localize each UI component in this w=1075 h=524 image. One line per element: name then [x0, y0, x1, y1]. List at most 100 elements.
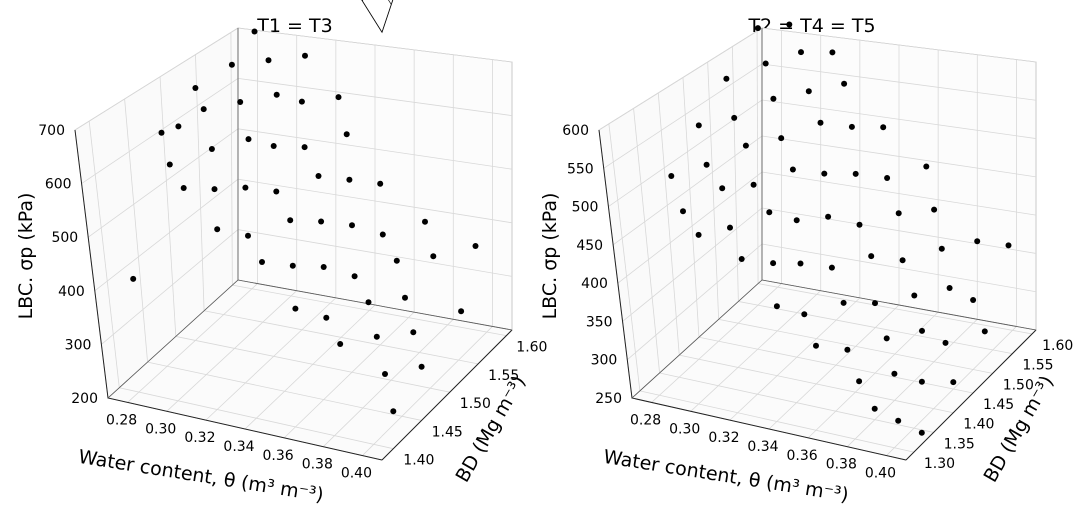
side-gridline-z	[682, 77, 700, 338]
data-point	[1005, 242, 1012, 249]
data-point	[270, 143, 277, 149]
floor-gridline-x	[244, 304, 376, 430]
panel-right: T2 = T4 = T5 0.280.300.320.340.360.380.4…	[539, 15, 1073, 506]
z-tick-label: 1.30	[924, 456, 955, 472]
data-point	[727, 224, 733, 231]
data-point	[817, 119, 824, 126]
data-point	[899, 257, 906, 264]
data-point	[841, 80, 848, 87]
data-point	[938, 245, 945, 252]
side-gridline-z	[731, 46, 739, 302]
floor-gridline-x	[690, 290, 821, 412]
data-point	[346, 176, 353, 183]
data-point	[410, 329, 417, 336]
data-point	[289, 262, 296, 269]
data-point	[228, 61, 235, 68]
z-tick-label: 1.40	[403, 453, 434, 469]
data-point	[848, 123, 855, 130]
data-point	[668, 173, 675, 179]
data-point	[872, 300, 878, 307]
data-point	[175, 123, 182, 130]
z-tick-label: 1.60	[1042, 338, 1073, 354]
data-point	[315, 173, 322, 179]
floor-gridline-x	[886, 326, 1017, 456]
floor-gridline-x	[651, 283, 782, 403]
x-tick-label: 0.32	[184, 430, 215, 446]
x-tick-label: 0.38	[826, 457, 857, 473]
floor-gridline-z	[232, 284, 507, 337]
data-point	[895, 417, 902, 424]
floor-gridline-z	[738, 301, 1013, 355]
x-tick-label: 0.40	[341, 466, 372, 482]
data-point	[852, 170, 859, 177]
panel-left: T1 = T3 0.28 0.30 0.32 0.34 0.36 0.38 0.40 1.40…	[15, 0, 547, 506]
data-point	[974, 238, 981, 245]
y-tick-label: 500	[51, 230, 78, 246]
data-point	[856, 378, 863, 385]
data-point	[805, 88, 812, 95]
data-point	[770, 260, 777, 267]
data-point	[970, 297, 977, 303]
data-point	[773, 303, 780, 310]
data-point	[259, 259, 265, 265]
side-gridline-z	[230, 32, 233, 286]
z-tick-label: 1.55	[1022, 358, 1053, 374]
floor-gridline-x	[847, 319, 978, 447]
z-tick-label: 1.55	[488, 368, 519, 384]
data-point	[301, 144, 308, 151]
z-tick-label: 1.45	[432, 424, 463, 440]
y-tick-label: 300	[65, 337, 92, 353]
data-point	[292, 305, 299, 312]
data-point	[871, 405, 878, 412]
axis-line	[381, 329, 513, 461]
data-point	[856, 221, 863, 228]
x-tick-label: 0.40	[865, 466, 896, 482]
x-tick-label: 0.30	[669, 421, 700, 437]
data-point	[298, 98, 305, 105]
data-point	[798, 49, 804, 56]
data-point	[393, 257, 400, 264]
z-tick-label: 1.45	[983, 397, 1014, 413]
surface-wire	[388, 0, 392, 5]
data-point	[829, 49, 836, 56]
data-point	[418, 363, 425, 370]
x-tick-label: 0.36	[263, 448, 294, 464]
y-tick-label: 600	[45, 177, 72, 193]
data-point	[766, 209, 773, 216]
data-point	[379, 231, 386, 238]
y-tick-label: 450	[576, 238, 603, 254]
data-point	[742, 142, 749, 149]
data-point	[911, 292, 918, 299]
floor-gridline-x	[283, 311, 415, 439]
y-tick-label: 700	[38, 123, 65, 139]
data-point	[797, 260, 804, 267]
chart-title: T1 = T3	[256, 15, 332, 37]
data-point	[680, 208, 686, 215]
data-point	[337, 341, 344, 347]
data-point	[245, 232, 251, 239]
data-point	[273, 188, 280, 195]
floor-gridline-x	[166, 290, 297, 412]
surface-wire	[361, 0, 383, 33]
side-gridline-z	[657, 92, 680, 356]
data-point	[981, 328, 988, 335]
data-point	[402, 294, 408, 301]
data-point	[351, 273, 358, 280]
floor-gridline-x	[807, 311, 939, 439]
data-point	[789, 166, 796, 173]
data-point	[242, 184, 249, 191]
data-point	[335, 94, 342, 101]
data-point	[343, 131, 350, 138]
floor-gridline-z	[204, 310, 479, 365]
data-point	[472, 243, 479, 249]
data-point	[318, 218, 325, 225]
data-point	[719, 185, 726, 192]
z-tick-label: 1.50	[1003, 377, 1034, 393]
floor-gridline-z	[757, 283, 1033, 335]
data-point	[868, 253, 875, 260]
data-point	[801, 311, 808, 318]
x-tick-label: 0.28	[630, 412, 661, 428]
data-point	[786, 21, 793, 28]
data-point	[731, 114, 738, 121]
